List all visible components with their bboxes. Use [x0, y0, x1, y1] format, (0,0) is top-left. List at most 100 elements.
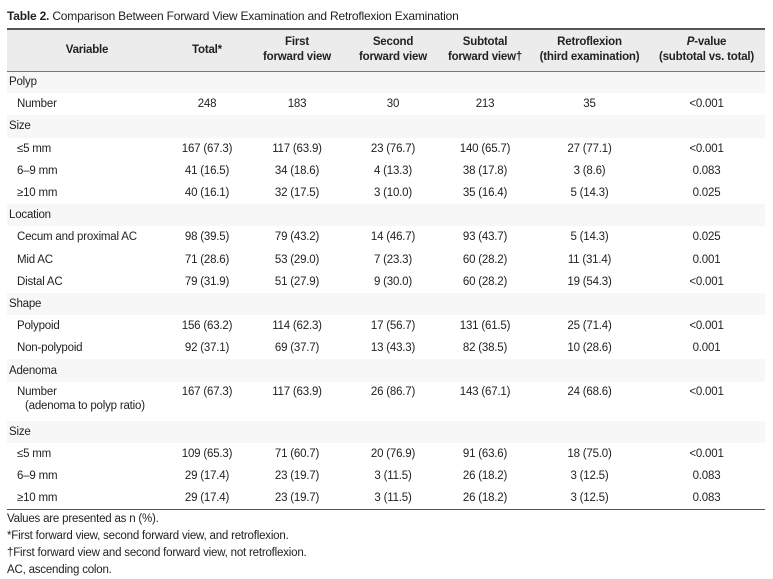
table-body: Polyp Number 248 183 30 213 35 <0.001 Size ≤5 mm 1…: [7, 71, 765, 510]
table-title: Table 2. Comparison Between Forward View…: [7, 9, 459, 23]
section-row: Adenoma: [7, 359, 765, 382]
cell: 26 (18.2): [462, 492, 508, 505]
row-label: Mid AC: [7, 249, 167, 271]
cell: 4 (13.3): [373, 164, 413, 177]
cell: 29 (17.4): [184, 470, 230, 483]
cell: 38 (17.8): [462, 164, 508, 177]
row-label: Distal AC: [7, 271, 167, 293]
column-header: Variable: [7, 29, 167, 71]
data-row: Non-polypoid 92 (37.1) 69 (37.7) 13 (43.3) 8…: [7, 337, 765, 359]
label-text: Number: [17, 385, 57, 398]
data-row: ≥10 mm 29 (17.4) 23 (19.7) 3 (11.5) 26 (18.2…: [7, 487, 765, 509]
row-label: Non-polypoid: [7, 337, 167, 359]
column-header: P-value (subtotal vs. total): [648, 29, 765, 71]
cell: 131 (61.5): [459, 320, 511, 333]
cell: 20 (76.9): [370, 447, 416, 460]
cell: 71 (28.6): [184, 253, 230, 266]
label-text: ≤5 mm: [17, 447, 52, 460]
cell: 3 (11.5): [374, 470, 412, 483]
cell: <0.001: [689, 275, 724, 288]
cell: 60 (28.2): [462, 275, 508, 288]
cell: <0.001: [689, 98, 724, 111]
cell: 167 (67.3): [181, 142, 233, 155]
data-row: Distal AC 79 (31.9) 51 (27.9) 9 (30.0) 60 (2…: [7, 271, 765, 293]
cell: 0.001: [692, 342, 721, 355]
cell: 10 (28.6): [567, 342, 612, 355]
label-text: Non-polypoid: [17, 342, 83, 355]
row-label: Number (adenoma to polyp ratio): [7, 382, 167, 421]
cell: 0.025: [692, 187, 721, 200]
header-line: First: [285, 36, 309, 49]
cell: 213: [475, 98, 495, 111]
cell: 40 (16.1): [184, 187, 230, 200]
cell: 11 (31.4): [567, 253, 612, 266]
cell: 25 (71.4): [567, 320, 612, 333]
section-row: Polyp: [7, 71, 765, 94]
column-header: Subtotal forward view†: [439, 29, 531, 71]
cell: 35 (16.4): [462, 187, 508, 200]
cell: 183: [287, 98, 307, 111]
header-line: Variable: [65, 43, 109, 56]
cell: 27 (77.1): [567, 142, 612, 155]
sub-label: (adenoma to polyp ratio): [25, 399, 145, 412]
header-row: Variable Total* First forward view Second for…: [7, 29, 765, 71]
cell: 91 (63.6): [462, 447, 508, 460]
cell: 23 (19.7): [274, 470, 320, 483]
cell: 17 (56.7): [370, 320, 416, 333]
column-header: Total*: [167, 29, 247, 71]
cell: 60 (28.2): [462, 253, 508, 266]
cell: 71 (60.7): [274, 447, 320, 460]
header-line: Second: [372, 36, 414, 49]
header-line: P-value: [686, 36, 727, 49]
data-row: 6–9 mm 41 (16.5) 34 (18.6) 4 (13.3) 38 (17.8…: [7, 160, 765, 182]
data-row: ≤5 mm 167 (67.3) 117 (63.9) 23 (76.7) 140 (6…: [7, 138, 765, 160]
label-text: ≥10 mm: [17, 187, 58, 200]
table: Variable Total* First forward view Second for…: [7, 28, 765, 510]
cell: 23 (19.7): [274, 492, 320, 505]
cell: 5 (14.3): [570, 187, 609, 200]
cell: 79 (31.9): [184, 275, 230, 288]
column-header: Second forward view: [347, 29, 439, 71]
row-label: Cecum and proximal AC: [7, 226, 167, 248]
cell: 26 (18.2): [462, 470, 508, 483]
cell: 14 (46.7): [370, 231, 416, 244]
cell: 117 (63.9): [272, 385, 322, 398]
cell: 93 (43.7): [462, 231, 508, 244]
cell: 0.025: [692, 231, 721, 244]
cell: 18 (75.0): [567, 447, 612, 460]
cell: 30: [386, 98, 400, 111]
column-header: Retroflexion (third examination): [531, 29, 648, 71]
cell: 69 (37.7): [274, 342, 320, 355]
cell: 23 (76.7): [370, 142, 416, 155]
row-label: Shape: [7, 292, 765, 316]
label-text: Shape: [9, 297, 42, 310]
row-label: Size: [7, 420, 765, 443]
cell: 114 (62.3): [272, 320, 322, 333]
row-label: 6–9 mm: [7, 160, 167, 182]
row-label: Number: [7, 93, 167, 115]
label-text: 6–9 mm: [17, 470, 58, 483]
row-label: ≤5 mm: [7, 443, 167, 465]
row-label: ≤5 mm: [7, 138, 167, 160]
label-text: Size: [9, 120, 31, 133]
cell: 98 (39.5): [184, 231, 230, 244]
table-number: Table 2.: [7, 9, 50, 23]
cell: 143 (67.1): [459, 385, 511, 398]
cell: 41 (16.5): [184, 164, 230, 177]
data-row: Mid AC 71 (28.6) 53 (29.0) 7 (23.3) 60 (28.2…: [7, 249, 765, 271]
row-label: 6–9 mm: [7, 465, 167, 487]
footnote: †First forward view and second forward v…: [7, 547, 307, 559]
footnote: Values are presented as n (%).: [7, 513, 159, 525]
data-row: ≥10 mm 40 (16.1) 32 (17.5) 3 (10.0) 35 (16.4…: [7, 182, 765, 204]
data-row: ≤5 mm 109 (65.3) 71 (60.7) 20 (76.9) 91 (63.…: [7, 443, 765, 465]
header-line: Total*: [192, 43, 222, 56]
section-row: Shape: [7, 292, 765, 316]
row-label: Location: [7, 204, 765, 227]
cell: <0.001: [689, 142, 724, 155]
data-row: Cecum and proximal AC 98 (39.5) 79 (43.2) 1…: [7, 226, 765, 248]
cell: 92 (37.1): [184, 342, 230, 355]
section-row: Size: [7, 420, 765, 443]
cell: <0.001: [689, 447, 724, 460]
cell: 117 (63.9): [272, 142, 322, 155]
